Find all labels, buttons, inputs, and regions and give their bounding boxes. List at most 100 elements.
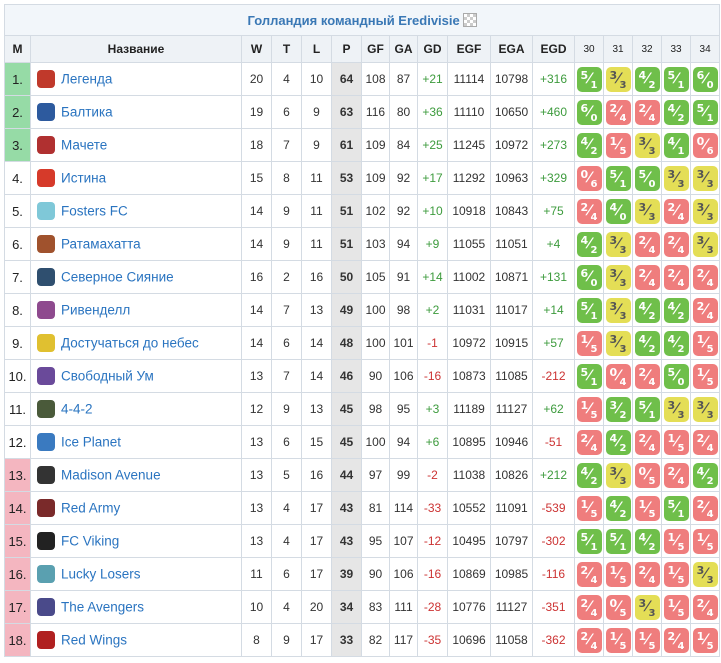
match-result-tile[interactable]: 3/3 — [692, 198, 718, 224]
match-result-tile[interactable]: 1/5 — [576, 495, 602, 521]
match-result-tile[interactable]: 3/3 — [634, 198, 660, 224]
team-cell[interactable]: Балтика — [30, 95, 242, 129]
team-name-link[interactable]: Ice Planet — [61, 434, 122, 450]
match-result-tile[interactable]: 1/5 — [663, 429, 689, 455]
team-cell[interactable]: Lucky Losers — [30, 557, 242, 591]
match-result-tile[interactable]: 2/4 — [634, 561, 660, 587]
match-result-tile[interactable]: 3/3 — [692, 165, 718, 191]
match-result-tile[interactable]: 5/1 — [576, 297, 602, 323]
team-cell[interactable]: Ice Planet — [30, 425, 242, 459]
match-result-tile[interactable]: 4/2 — [692, 462, 718, 488]
col-round-33[interactable]: 33 — [661, 35, 691, 63]
col-name[interactable]: Название — [30, 35, 242, 63]
match-result-tile[interactable]: 3/2 — [605, 396, 631, 422]
match-result-tile[interactable]: 2/4 — [692, 594, 718, 620]
team-name-link[interactable]: Red Army — [61, 500, 121, 516]
match-result-tile[interactable]: 5/1 — [634, 396, 660, 422]
match-result-tile[interactable]: 3/3 — [605, 297, 631, 323]
match-result-tile[interactable]: 2/4 — [576, 198, 602, 224]
match-result-tile[interactable]: 5/0 — [634, 165, 660, 191]
team-cell[interactable]: Ривенделл — [30, 293, 242, 327]
match-result-tile[interactable]: 2/4 — [663, 198, 689, 224]
match-result-tile[interactable]: 2/4 — [663, 462, 689, 488]
match-result-tile[interactable]: 5/1 — [663, 66, 689, 92]
match-result-tile[interactable]: 1/5 — [692, 363, 718, 389]
team-name-link[interactable]: Истина — [61, 170, 107, 186]
match-result-tile[interactable]: 1/5 — [576, 330, 602, 356]
match-result-tile[interactable]: 4/2 — [605, 495, 631, 521]
match-result-tile[interactable]: 3/3 — [605, 330, 631, 356]
col-egf[interactable]: EGF — [447, 35, 491, 63]
table-title-text[interactable]: Голландия командный Eredivisie — [247, 12, 460, 28]
match-result-tile[interactable]: 4/2 — [663, 297, 689, 323]
match-result-tile[interactable]: 2/4 — [663, 264, 689, 290]
match-result-tile[interactable]: 4/2 — [634, 330, 660, 356]
col-round-32[interactable]: 32 — [632, 35, 662, 63]
match-result-tile[interactable]: 5/1 — [605, 165, 631, 191]
match-result-tile[interactable]: 4/2 — [663, 330, 689, 356]
match-result-tile[interactable]: 3/3 — [634, 594, 660, 620]
team-name-link[interactable]: Ривенделл — [61, 302, 131, 318]
team-cell[interactable]: Легенда — [30, 62, 242, 96]
match-result-tile[interactable]: 2/4 — [576, 561, 602, 587]
team-name-link[interactable]: 4-4-2 — [61, 401, 93, 417]
match-result-tile[interactable]: 0/6 — [692, 132, 718, 158]
team-name-link[interactable]: Легенда — [61, 71, 113, 87]
team-name-link[interactable]: The Avengers — [61, 599, 145, 615]
match-result-tile[interactable]: 2/4 — [634, 99, 660, 125]
match-result-tile[interactable]: 0/6 — [576, 165, 602, 191]
match-result-tile[interactable]: 4/0 — [605, 198, 631, 224]
match-result-tile[interactable]: 1/5 — [634, 495, 660, 521]
team-cell[interactable]: Мачете — [30, 128, 242, 162]
col-l[interactable]: L — [301, 35, 332, 63]
match-result-tile[interactable]: 3/3 — [663, 396, 689, 422]
team-name-link[interactable]: Мачете — [61, 137, 108, 153]
col-round-31[interactable]: 31 — [603, 35, 633, 63]
match-result-tile[interactable]: 1/5 — [605, 561, 631, 587]
col-round-34[interactable]: 34 — [689, 35, 721, 63]
match-result-tile[interactable]: 1/5 — [692, 528, 718, 554]
match-result-tile[interactable]: 3/3 — [692, 231, 718, 257]
team-cell[interactable]: Red Wings — [30, 623, 242, 657]
match-result-tile[interactable]: 1/5 — [663, 528, 689, 554]
match-result-tile[interactable]: 1/5 — [663, 594, 689, 620]
col-w[interactable]: W — [241, 35, 272, 63]
match-result-tile[interactable]: 4/2 — [576, 231, 602, 257]
team-cell[interactable]: Red Army — [30, 491, 242, 525]
match-result-tile[interactable]: 1/5 — [692, 330, 718, 356]
match-result-tile[interactable]: 1/5 — [605, 132, 631, 158]
match-result-tile[interactable]: 2/4 — [663, 231, 689, 257]
match-result-tile[interactable]: 1/5 — [692, 627, 718, 653]
team-name-link[interactable]: Lucky Losers — [61, 566, 141, 582]
match-result-tile[interactable]: 5/1 — [692, 99, 718, 125]
team-name-link[interactable]: Ратамахатта — [61, 236, 141, 252]
col-egd[interactable]: EGD — [532, 35, 575, 63]
match-result-tile[interactable]: 1/5 — [576, 396, 602, 422]
match-result-tile[interactable]: 5/1 — [605, 528, 631, 554]
team-cell[interactable]: 4-4-2 — [30, 392, 242, 426]
match-result-tile[interactable]: 2/4 — [634, 429, 660, 455]
match-result-tile[interactable]: 3/3 — [634, 132, 660, 158]
team-name-link[interactable]: Fosters FC — [61, 203, 128, 219]
team-cell[interactable]: Madison Avenue — [30, 458, 242, 492]
match-result-tile[interactable]: 5/1 — [576, 66, 602, 92]
team-cell[interactable]: The Avengers — [30, 590, 242, 624]
match-result-tile[interactable]: 3/3 — [663, 165, 689, 191]
match-result-tile[interactable]: 0/5 — [634, 462, 660, 488]
team-name-link[interactable]: Северное Сияние — [61, 269, 174, 285]
match-result-tile[interactable]: 4/1 — [663, 132, 689, 158]
match-result-tile[interactable]: 1/5 — [663, 561, 689, 587]
team-cell[interactable]: Истина — [30, 161, 242, 195]
col-gd[interactable]: GD — [417, 35, 448, 63]
col-p[interactable]: P — [331, 35, 362, 63]
col-gf[interactable]: GF — [361, 35, 390, 63]
team-name-link[interactable]: Свободный Ум — [61, 368, 154, 384]
match-result-tile[interactable]: 6/0 — [576, 264, 602, 290]
team-name-link[interactable]: Red Wings — [61, 632, 128, 648]
match-result-tile[interactable]: 2/4 — [605, 99, 631, 125]
team-cell[interactable]: Fosters FC — [30, 194, 242, 228]
team-name-link[interactable]: Madison Avenue — [61, 467, 161, 483]
match-result-tile[interactable]: 0/4 — [605, 363, 631, 389]
match-result-tile[interactable]: 4/2 — [634, 528, 660, 554]
team-name-link[interactable]: Достучаться до небес — [61, 335, 199, 351]
